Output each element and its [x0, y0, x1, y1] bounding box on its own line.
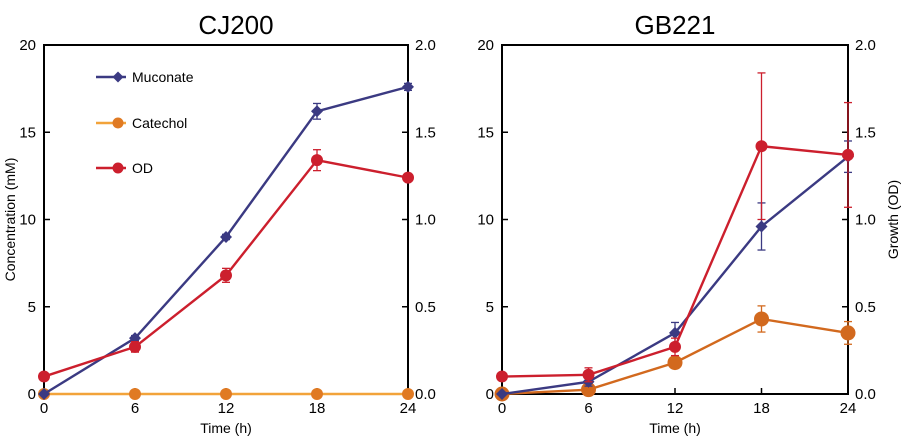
muconate-data-point — [402, 80, 414, 93]
y2-tick-label: 1.5 — [855, 124, 876, 141]
legend-label-od: OD — [132, 160, 153, 176]
y-tick-label: 20 — [477, 37, 494, 54]
x-tick-label: 6 — [131, 400, 139, 417]
x-tick-label: 0 — [498, 400, 506, 417]
catechol-data-point — [402, 388, 414, 400]
x-tick-label: 12 — [667, 400, 684, 417]
y2-tick-label: 0.0 — [855, 386, 876, 403]
muconate-data-point — [311, 105, 323, 118]
legend-marker-od — [112, 162, 124, 174]
muconate-data-point — [496, 388, 508, 400]
od-data-point — [38, 370, 50, 383]
muconate-data-point — [669, 326, 681, 339]
y-tick-label: 10 — [19, 212, 36, 229]
od-data-point — [842, 148, 854, 161]
y2-tick-label: 0.0 — [415, 386, 436, 403]
od-data-point — [582, 368, 595, 381]
catechol-data-point — [311, 388, 323, 400]
y2-tick-label: 0.5 — [855, 299, 876, 316]
x-tick-label: 24 — [400, 400, 417, 417]
y-tick-label: 10 — [477, 212, 494, 229]
y-tick-label: 5 — [486, 299, 494, 316]
od-data-point — [755, 140, 768, 153]
muconate-data-point — [755, 220, 768, 233]
catechol-data-point — [840, 325, 856, 341]
od-data-point — [220, 269, 232, 282]
y2-tick-label: 0.5 — [415, 299, 436, 316]
y-tick-label: 0 — [28, 386, 36, 403]
x-tick-label: 12 — [218, 400, 235, 417]
od-data-point — [311, 154, 323, 167]
legend-label-catechol: Catechol — [132, 115, 187, 131]
x-axis-label: Time (h) — [649, 420, 701, 436]
catechol-data-point — [129, 388, 141, 400]
catechol-data-point — [754, 311, 769, 327]
catechol-data-point — [667, 355, 683, 371]
muconate-data-point — [220, 230, 232, 243]
y-tick-label: 15 — [477, 124, 494, 141]
od-data-point — [669, 340, 681, 353]
muconate-data-point — [38, 388, 50, 400]
x-tick-label: 0 — [40, 400, 48, 417]
plot-frame — [43, 44, 409, 395]
y2-tick-label: 1.5 — [415, 124, 436, 141]
y-tick-label: 20 — [19, 37, 36, 54]
y2-axis-label: Growth (OD) — [885, 180, 901, 259]
legend-label-muconate: Muconate — [132, 69, 194, 85]
chart-panel-cj200: CJ200 0 6 12 18 24 0 5 10 15 20 0.0 0.5 1.0 1.5 2.0 Time… — [2, 10, 436, 436]
y2-tick-label: 1.0 — [855, 212, 876, 229]
catechol-data-point — [220, 388, 232, 400]
y-tick-label: 5 — [28, 299, 36, 316]
legend-marker-muconate — [112, 71, 124, 83]
x-tick-label: 18 — [753, 400, 770, 417]
y2-tick-label: 2.0 — [415, 37, 436, 54]
y-tick-label: 15 — [19, 124, 36, 141]
x-axis-label: Time (h) — [200, 420, 252, 436]
x-tick-label: 18 — [309, 400, 326, 417]
x-tick-label: 6 — [584, 400, 592, 417]
y-tick-label: 0 — [486, 386, 494, 403]
legend-marker-catechol — [112, 117, 124, 129]
y2-tick-label: 1.0 — [415, 212, 436, 229]
od-data-point — [402, 171, 414, 184]
y-axis-label: Concentration (mM) — [2, 158, 18, 282]
chart-title: GB221 — [635, 10, 716, 40]
x-tick-label: 24 — [840, 400, 857, 417]
od-data-point — [496, 370, 508, 383]
chart-panel-gb221: GB221 0 6 12 18 24 0 5 10 15 20 0.0 0.5 1.0 1.5 2.0 Time… — [477, 10, 901, 436]
y2-tick-label: 2.0 — [855, 37, 876, 54]
chart-title: CJ200 — [198, 10, 273, 40]
od-data-point — [129, 340, 141, 353]
